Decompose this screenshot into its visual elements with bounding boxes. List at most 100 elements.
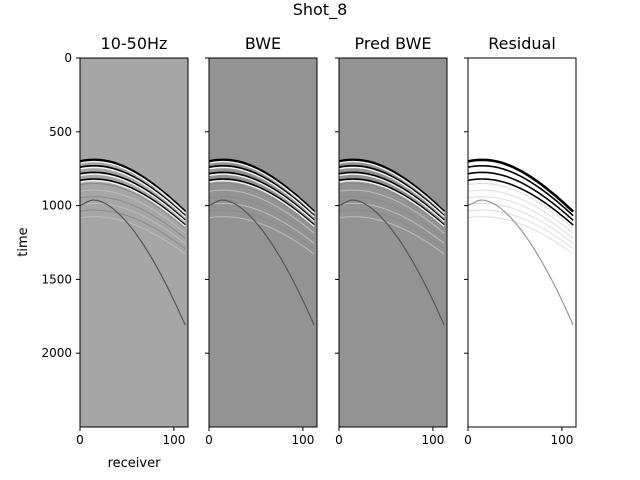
seismic-event-sidelobe <box>80 180 186 227</box>
plot-frame <box>467 57 577 428</box>
seismic-event-sidelobe <box>339 160 445 214</box>
scatter-energy <box>209 196 315 239</box>
x-tick-label: 0 <box>76 433 84 447</box>
scatter-energy <box>339 189 445 234</box>
seismic-event <box>209 171 315 221</box>
seismic-event <box>339 178 445 226</box>
plot-frame <box>79 57 189 428</box>
heatmap-background <box>209 58 317 427</box>
panel-title-pred-bwe: Pred BWE <box>354 34 431 53</box>
seismic-event-sidelobe <box>80 160 186 214</box>
scatter-energy <box>468 189 574 234</box>
secondary-event <box>468 199 574 326</box>
seismic-event <box>339 171 445 221</box>
seismic-event <box>339 158 446 213</box>
seismic-event <box>468 171 574 221</box>
secondary-event <box>339 199 445 326</box>
scatter-energy <box>339 196 445 239</box>
scatter-energy <box>209 202 315 244</box>
y-tick-label: 1000 <box>41 199 72 213</box>
seismic-event <box>80 158 187 213</box>
panel-10-50hz: 10-50Hz 0 100 0 500 1000 1500 2000 receiver t… <box>16 34 189 471</box>
x-tick-label: 100 <box>550 433 573 447</box>
scatter-energy <box>80 183 186 229</box>
panel-title-bwe: BWE <box>245 34 281 53</box>
x-axis-bwe: 0 100 <box>205 427 314 447</box>
heatmap-image <box>209 58 317 427</box>
x-tick-label: 100 <box>421 433 444 447</box>
x-tick-label: 0 <box>464 433 472 447</box>
scatter-energy <box>468 202 574 244</box>
x-tick-label: 100 <box>162 433 185 447</box>
scatter-energy <box>80 216 186 255</box>
panel-title-10-50hz: 10-50Hz <box>101 34 168 53</box>
panel-pred-bwe: Pred BWE 0 100 <box>335 34 448 447</box>
seismic-event-sidelobe <box>209 173 315 223</box>
plot-frame <box>208 57 318 428</box>
seismic-event <box>209 165 315 217</box>
heatmap-background <box>339 58 447 427</box>
seismic-event <box>80 165 186 217</box>
scatter-energy <box>209 209 315 250</box>
seismic-event <box>468 178 574 226</box>
scatter-energy <box>80 189 186 234</box>
seismic-event-sidelobe <box>80 173 186 223</box>
scatter-energy <box>209 189 315 234</box>
x-axis-residual: 0 100 <box>464 427 573 447</box>
heatmap-background <box>468 58 576 427</box>
secondary-event <box>80 199 186 326</box>
y-tick-label: 2000 <box>41 346 72 360</box>
panel-title-residual: Residual <box>488 34 556 53</box>
seismic-event-sidelobe <box>339 173 445 223</box>
seismic-event <box>209 158 316 213</box>
seismic-event-sidelobe <box>209 180 315 227</box>
seismic-event-sidelobe <box>339 166 445 218</box>
seismic-event <box>339 165 445 217</box>
seismic-event <box>468 165 574 217</box>
y-tick-label: 0 <box>64 51 72 65</box>
scatter-energy <box>468 216 574 255</box>
heatmap-background <box>80 58 188 427</box>
seismic-event-sidelobe <box>339 180 445 227</box>
scatter-energy <box>468 196 574 239</box>
plot-frame <box>338 57 448 428</box>
seismic-event-sidelobe <box>80 166 186 218</box>
scatter-energy <box>339 183 445 229</box>
heatmap-image <box>339 58 447 427</box>
x-tick-label: 100 <box>291 433 314 447</box>
y-axis-label: time <box>16 227 31 256</box>
y-axis-residual <box>464 57 468 354</box>
scatter-energy <box>209 216 315 255</box>
scatter-energy <box>80 202 186 244</box>
secondary-event <box>209 199 315 326</box>
y-axis-pred-bwe <box>335 57 339 354</box>
seismic-event <box>209 178 315 226</box>
x-tick-label: 0 <box>205 433 213 447</box>
scatter-energy <box>80 209 186 250</box>
y-axis-bwe <box>205 57 209 354</box>
y-axis-10-50hz: 0 500 1000 1500 2000 <box>41 51 80 360</box>
seismic-event <box>468 158 575 213</box>
scatter-energy <box>209 183 315 229</box>
seismic-event-sidelobe <box>209 166 315 218</box>
panel-residual: Residual 0 100 <box>464 34 577 447</box>
x-axis-label: receiver <box>108 456 162 471</box>
x-axis-10-50hz: 0 100 <box>76 427 185 447</box>
seismic-event-sidelobe <box>209 160 315 214</box>
scatter-energy <box>468 209 574 250</box>
panel-bwe: BWE 0 100 <box>205 34 318 447</box>
scatter-energy <box>80 196 186 239</box>
y-tick-label: 500 <box>49 125 72 139</box>
scatter-energy <box>339 202 445 244</box>
heatmap-image <box>80 58 188 427</box>
heatmap-image <box>468 58 576 427</box>
scatter-energy <box>339 216 445 255</box>
y-tick-label: 1500 <box>41 272 72 286</box>
x-tick-label: 0 <box>335 433 343 447</box>
scatter-energy <box>339 209 445 250</box>
seismic-event <box>80 171 186 221</box>
seismic-event <box>80 178 186 226</box>
x-axis-pred-bwe: 0 100 <box>335 427 444 447</box>
scatter-energy <box>468 183 574 229</box>
